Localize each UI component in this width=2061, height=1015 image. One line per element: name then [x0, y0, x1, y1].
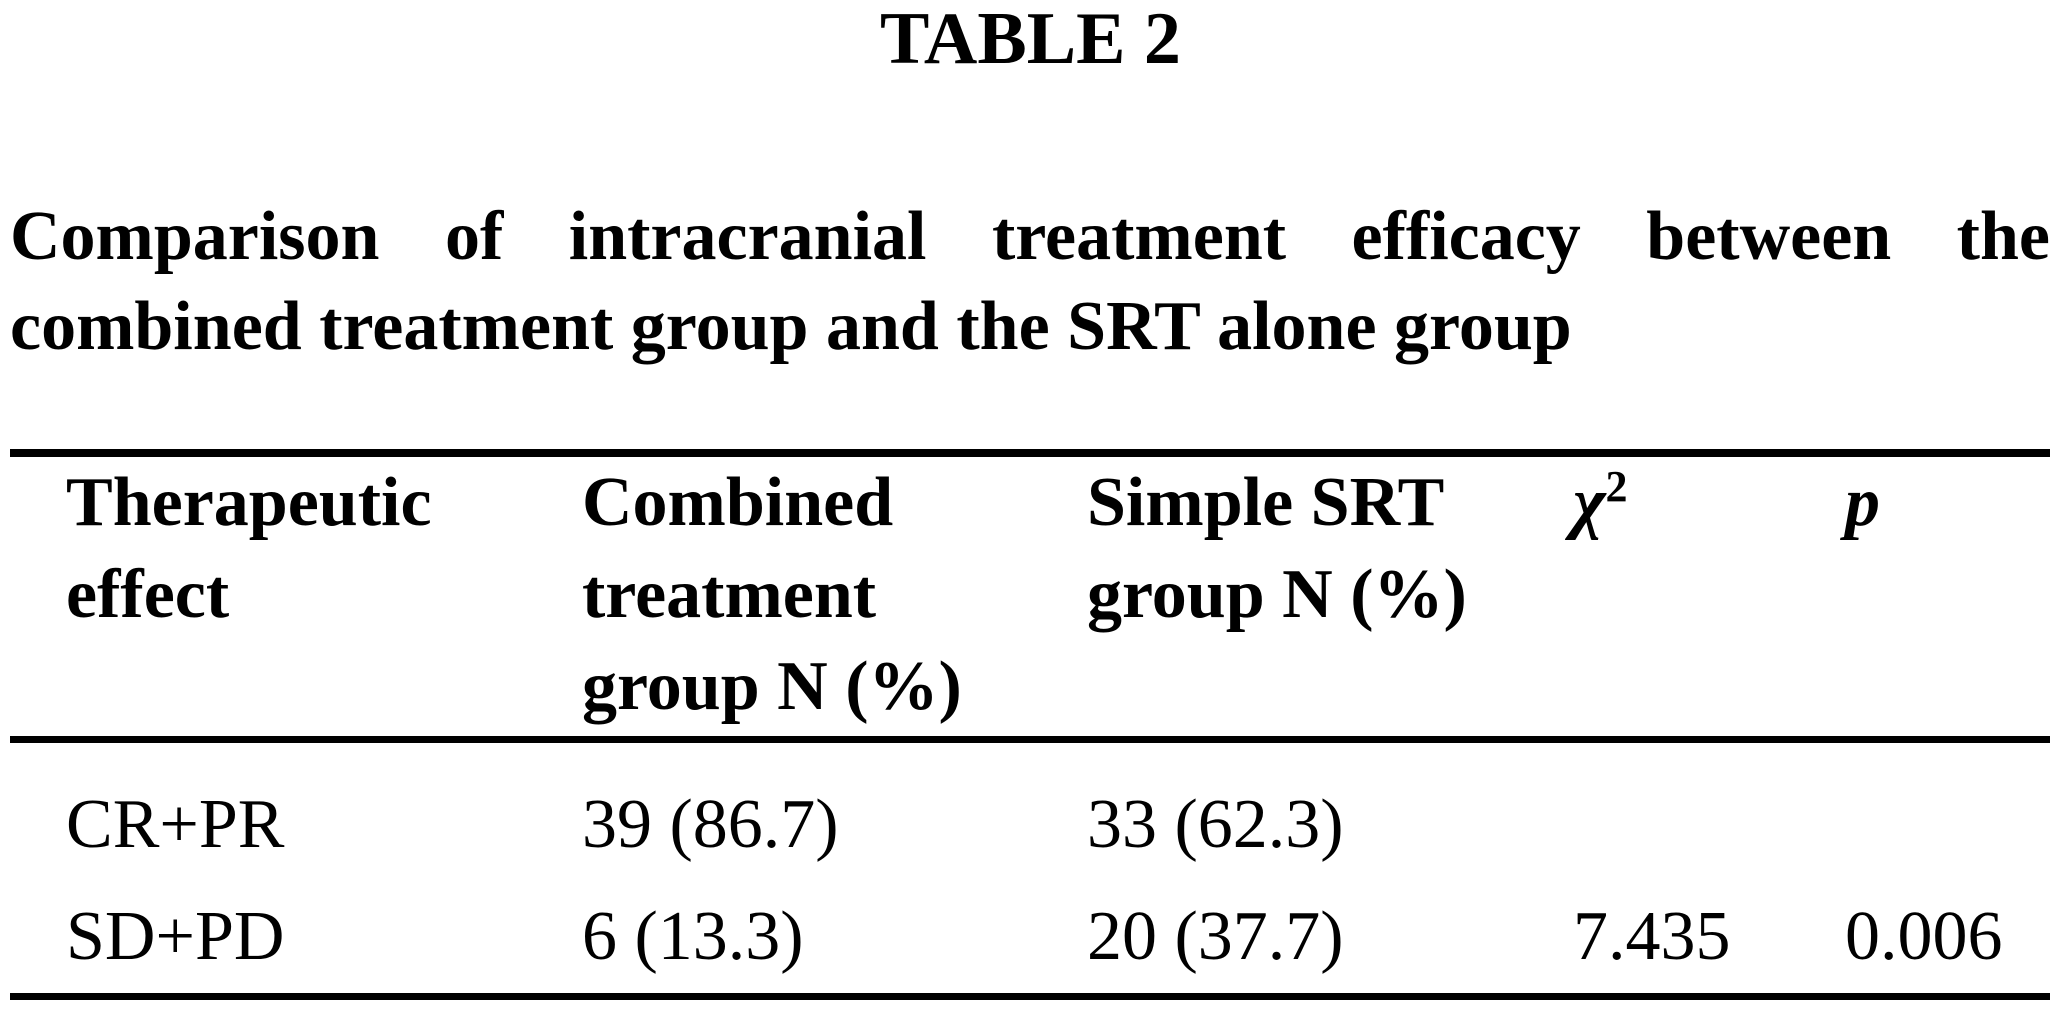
- cell-chi-square-value: [1573, 769, 1845, 881]
- cell-effect: CR+PR: [66, 786, 285, 863]
- cell-chi-square-value: 7.435: [1573, 898, 1731, 975]
- cell-combined-value: 39 (86.7): [582, 786, 839, 863]
- table-header-row: Therapeutic effect Combined treatment gr…: [10, 457, 2050, 736]
- chi-square-symbol: χ: [1573, 464, 1606, 541]
- table-top-rule: [10, 449, 2050, 457]
- table-row-sd-pd: SD+PD 6 (13.3) 20 (37.7) 7.435 0.006: [10, 881, 2050, 993]
- header-cell-therapeutic-effect: Therapeutic effect: [10, 457, 582, 733]
- chi-square-superscript: 2: [1605, 461, 1628, 511]
- header-cell-simple-srt-group: Simple SRT group N (%): [1087, 457, 1573, 733]
- cell-simple-srt-value: 20 (37.7): [1087, 898, 1344, 975]
- header-cell-chi-square: χ2: [1573, 457, 1845, 733]
- cell-effect: SD+PD: [66, 898, 285, 975]
- header-srt-group-n-line: group N (%): [1087, 556, 1467, 633]
- table-caption-line-1: Comparison of intracranial treatment eff…: [10, 198, 2050, 275]
- header-combined-line: Combined: [582, 464, 894, 541]
- cell-simple-srt-value: 33 (62.3): [1087, 786, 1344, 863]
- header-group-n-line: group N (%): [582, 648, 962, 725]
- cell-p-value: 0.006: [1845, 898, 2003, 975]
- header-cell-p-value: p: [1845, 464, 1880, 541]
- header-cell-combined-group: Combined treatment group N (%): [582, 457, 1087, 733]
- table-caption-line-2: combined treatment group and the SRT alo…: [10, 288, 1572, 365]
- header-treatment-line: treatment: [582, 556, 877, 633]
- header-simple-srt-line: Simple SRT: [1087, 464, 1445, 541]
- table-row-cr-pr: CR+PR 39 (86.7) 33 (62.3): [10, 769, 2050, 881]
- table-number-title: TABLE 2: [880, 0, 1181, 80]
- table-caption: Comparison of intracranial treatment eff…: [10, 192, 2050, 372]
- table-body: CR+PR 39 (86.7) 33 (62.3) SD+PD 6 (13.3)…: [0, 743, 2061, 993]
- cell-combined-value: 6 (13.3): [582, 898, 804, 975]
- header-effect-line: effect: [66, 556, 230, 633]
- header-therapeutic-line: Therapeutic: [66, 464, 432, 541]
- table-header-rule: [10, 736, 2050, 743]
- table-bottom-rule: [10, 993, 2050, 1000]
- cell-p-value: [1845, 769, 2050, 881]
